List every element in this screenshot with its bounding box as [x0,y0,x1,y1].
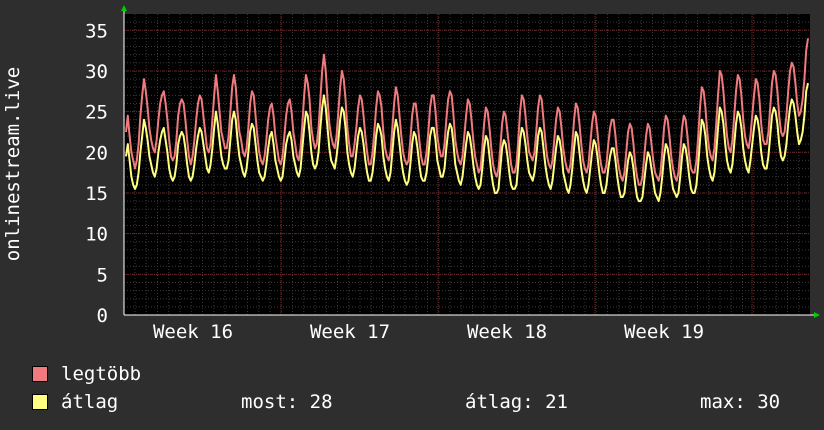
y-axis-label: onlinestream.live [2,67,24,261]
x-tick-labels: Week 16 Week 17 Week 18 Week 19 [153,321,704,343]
y-tick-label: 15 [85,183,108,205]
stat-avg-label: átlag: [465,391,534,413]
series-line-atlag [125,82,809,203]
x-tick-label: Week 16 [153,321,233,343]
y-tick-label: 35 [85,20,108,42]
y-tick-label: 0 [97,305,108,327]
y-tick-labels: 0 5 10 15 20 25 30 35 [85,20,108,327]
series-layer [125,38,809,203]
y-tick-label: 20 [85,142,108,164]
legend-item-avg: átlag [32,391,118,413]
stat-now-value: 28 [309,391,333,413]
y-tick-label: 30 [85,61,108,83]
stat-max: max: 30 [700,391,780,413]
y-tick-label: 5 [97,264,108,286]
stat-avg-value: 21 [545,391,568,413]
y-tick-label: 25 [85,102,108,124]
legend-item-max: legtöbb [32,363,141,385]
stat-avg: átlag: 21 [465,391,568,413]
x-tick-label: Week 19 [624,321,704,343]
legend-label-avg: átlag [61,391,119,413]
axes [121,5,820,318]
series-line-legtobb [125,38,809,186]
stat-max-label: max: [700,391,746,413]
stat-max-value: 30 [757,391,781,413]
x-axis-arrow-icon [814,312,820,318]
legend-label-max: legtöbb [61,363,142,385]
x-tick-label: Week 17 [310,321,390,343]
y-tick-label: 10 [85,224,108,246]
stat-now-label: most: [241,391,299,413]
y-axis-arrow-icon [121,5,127,11]
legend-swatch-avg [32,394,48,410]
x-tick-label: Week 18 [467,321,547,343]
stat-now: most: 28 [241,391,333,413]
legend-swatch-max [32,366,48,382]
